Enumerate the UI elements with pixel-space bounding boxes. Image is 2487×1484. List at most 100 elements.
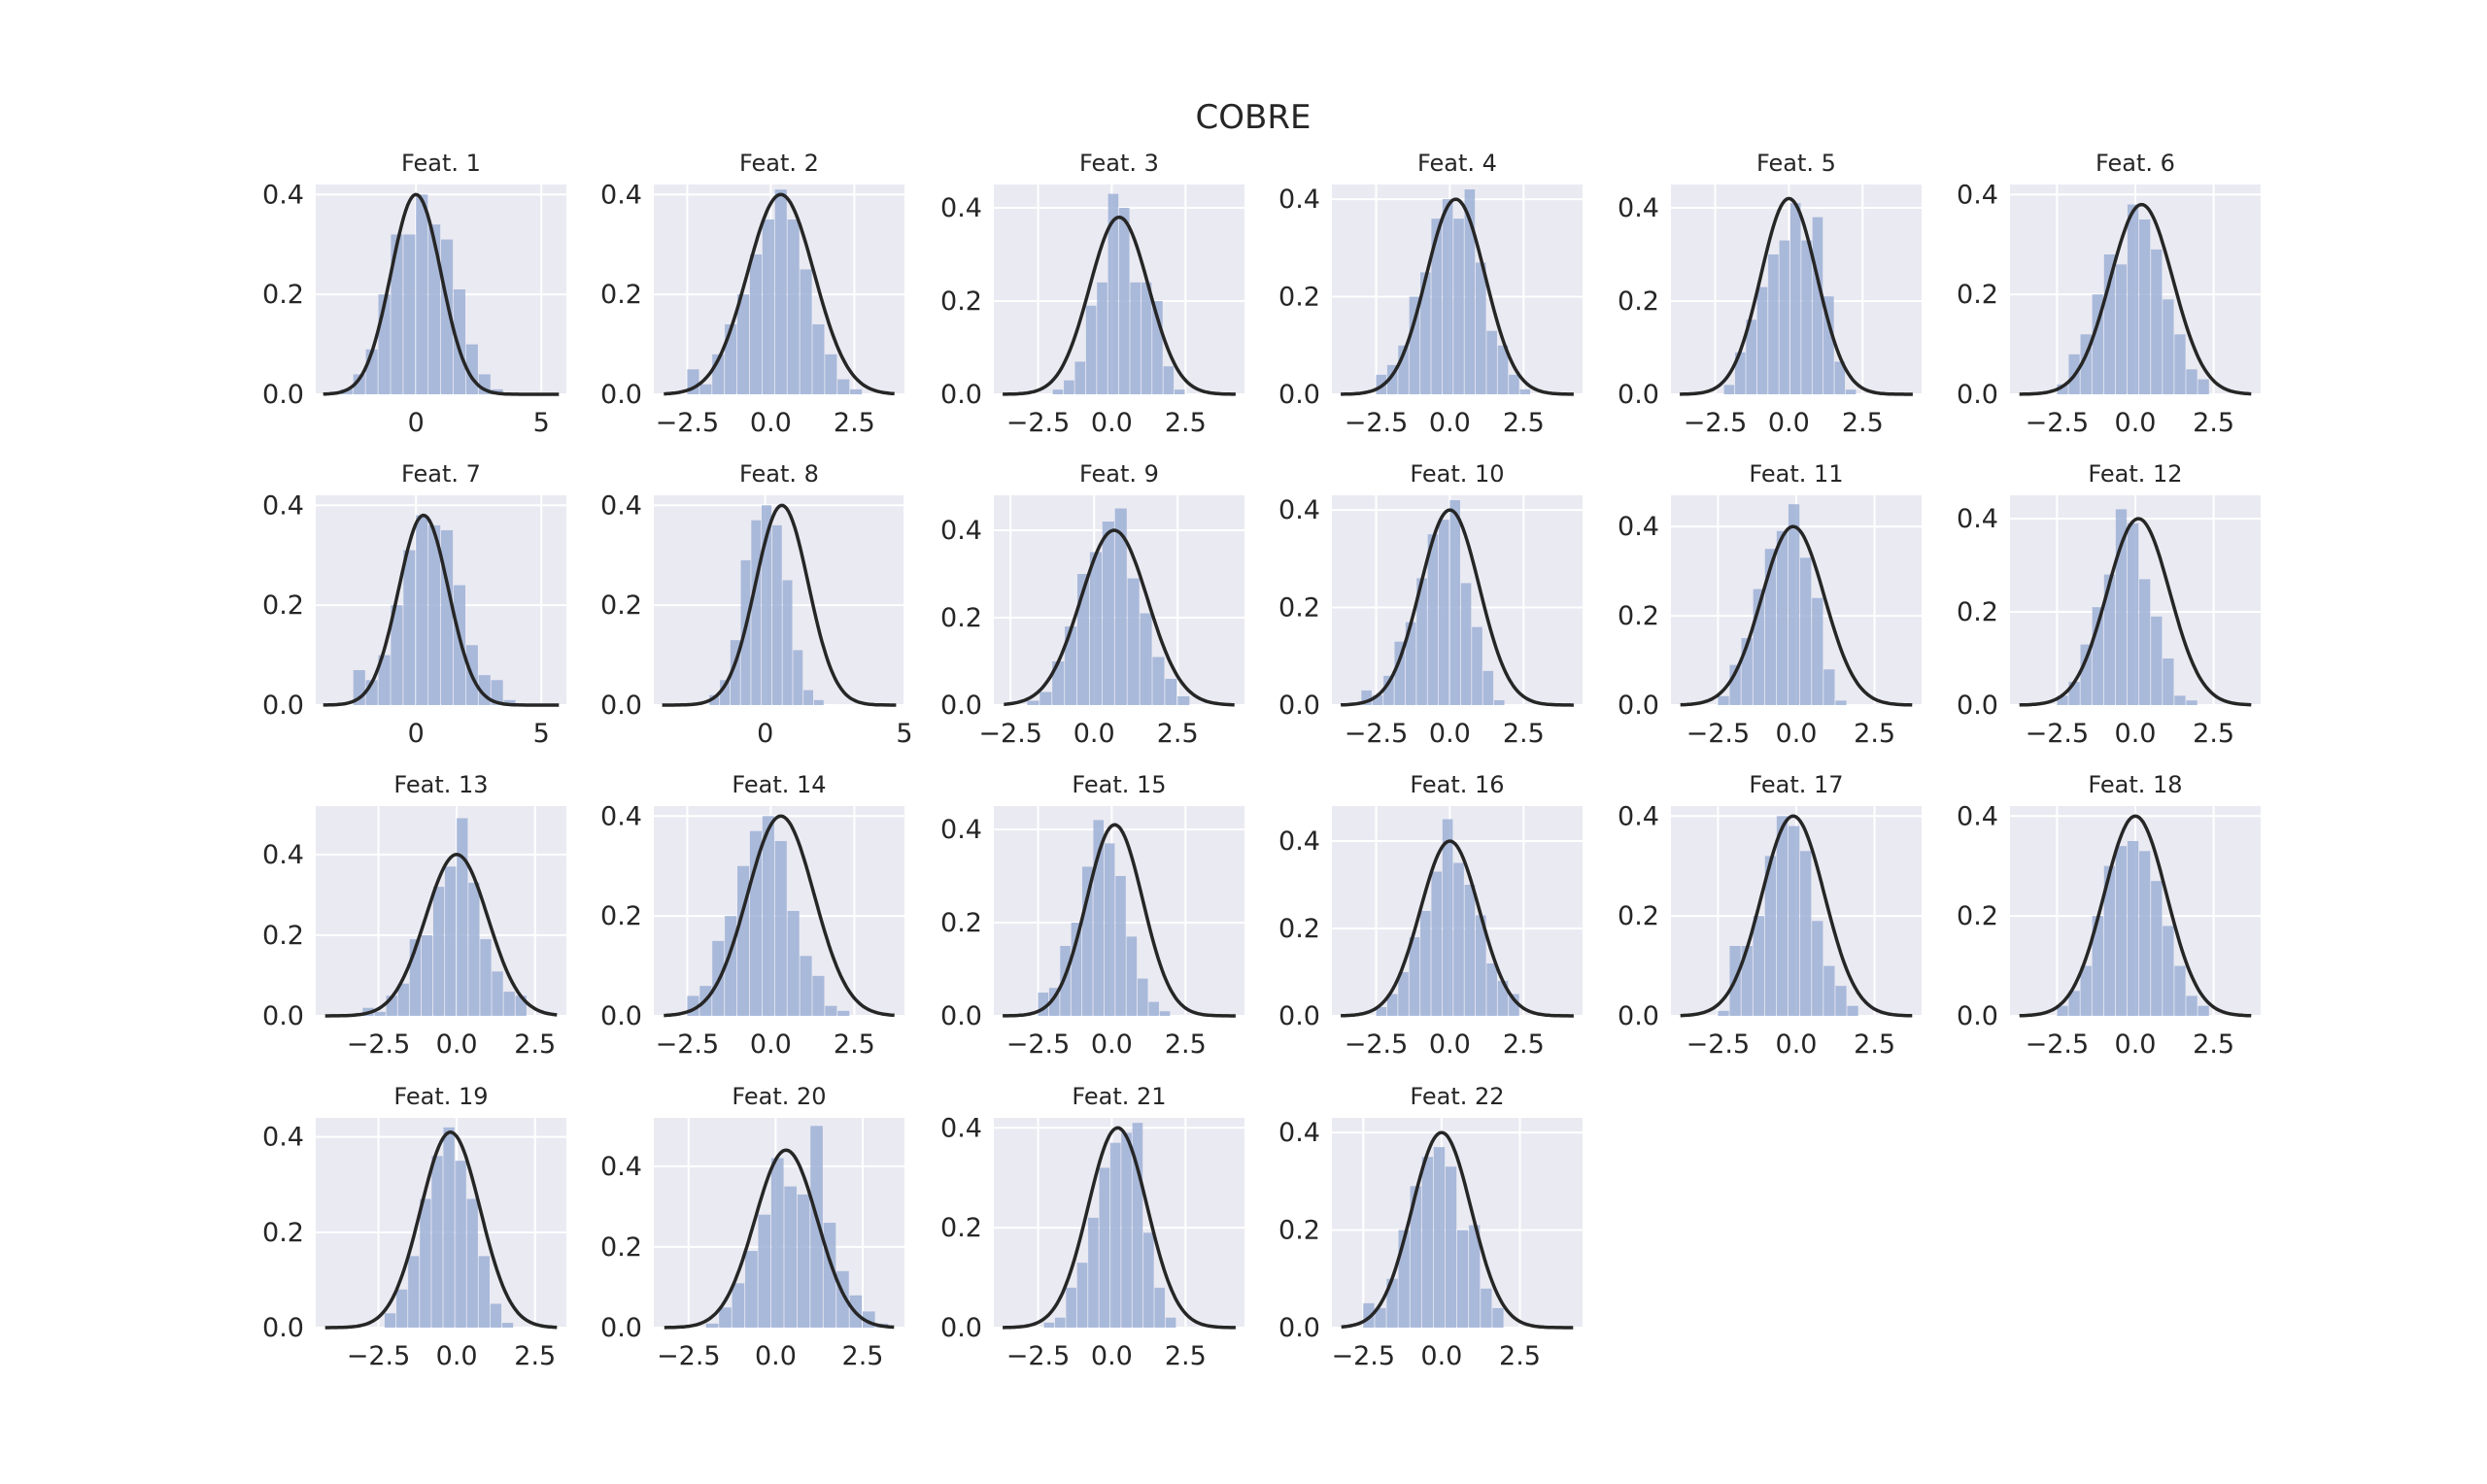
histogram-bar — [1845, 389, 1857, 394]
histogram-bar — [1509, 994, 1519, 1016]
subplot-13: Feat. 13 −2.5 0.0 2.5 0.0 0.2 0.4 — [262, 771, 566, 1060]
subplot-title: Feat. 16 — [1410, 771, 1504, 798]
histogram-bar — [457, 818, 468, 1016]
subplot-title: Feat. 9 — [1079, 460, 1159, 488]
histogram-bar — [850, 388, 863, 394]
histogram-bar — [762, 505, 772, 705]
histogram-bar — [782, 580, 793, 705]
x-tick-label: −2.5 — [1345, 719, 1409, 749]
subplot-title: Feat. 22 — [1410, 1083, 1504, 1110]
histogram-bar — [1130, 282, 1141, 394]
x-tick-label: 2.5 — [1165, 408, 1207, 438]
histogram-bar — [428, 224, 441, 394]
x-tick-label: 0.0 — [1429, 719, 1471, 749]
y-tick-label: 0.0 — [1957, 691, 1998, 721]
y-tick-label: 0.2 — [600, 1232, 642, 1263]
histogram-bar — [2080, 644, 2092, 705]
subplot-15: Feat. 15 −2.5 0.0 2.5 0.0 0.2 0.4 — [940, 771, 1244, 1060]
x-tick-label: −2.5 — [1345, 408, 1409, 438]
histogram-bar — [1372, 694, 1383, 705]
histogram-bar — [1066, 1287, 1076, 1328]
x-tick-label: −2.5 — [2026, 408, 2090, 438]
x-tick-label: 0.0 — [1429, 1029, 1471, 1060]
y-tick-label: 0.4 — [262, 840, 304, 870]
histogram-bar — [1834, 361, 1846, 394]
histogram-bar — [837, 1010, 850, 1016]
histogram-bar — [453, 289, 465, 394]
histogram-bar — [1152, 657, 1165, 705]
x-tick-label: 5 — [533, 719, 550, 749]
density-curve — [1680, 524, 1913, 707]
x-tick-label: 2.5 — [1842, 408, 1884, 438]
histogram-bar — [2127, 523, 2139, 705]
x-tick-label: −2.5 — [347, 1341, 411, 1371]
histogram-bar — [391, 605, 403, 705]
histogram-bar — [1475, 915, 1486, 1016]
y-tick-label: 0.4 — [262, 490, 304, 521]
y-tick-label: 0.4 — [1278, 1118, 1320, 1148]
x-tick-label: 0 — [408, 408, 425, 438]
y-tick-label: 0.0 — [1618, 691, 1659, 721]
histogram-bar — [408, 1256, 420, 1328]
histogram-bar — [787, 219, 800, 394]
density-curve — [1341, 508, 1574, 707]
y-tick-label: 0.4 — [1618, 193, 1659, 223]
histogram-bar — [2174, 695, 2186, 705]
histogram-bar — [1085, 305, 1097, 394]
histogram-bar — [1493, 699, 1505, 705]
histogram-bar — [441, 239, 454, 394]
histogram-bar — [1823, 965, 1835, 1016]
y-tick-label: 0.4 — [600, 490, 642, 521]
histogram-bar — [1165, 1317, 1176, 1328]
y-tick-label: 0.4 — [1618, 801, 1659, 831]
subplot-title: Feat. 6 — [2095, 150, 2175, 177]
histogram-bar — [2163, 658, 2174, 705]
histogram-bar — [1812, 921, 1823, 1016]
histogram-bar — [1060, 946, 1071, 1016]
density-curve — [1341, 1130, 1574, 1330]
histogram-bar — [1420, 911, 1431, 1016]
x-tick-label: 2.5 — [1499, 1341, 1541, 1371]
histogram-bar — [468, 882, 480, 1016]
histogram-bar — [762, 816, 774, 1016]
density-curve — [664, 1148, 895, 1330]
y-tick-label: 0.2 — [1278, 1216, 1320, 1246]
y-tick-label: 0.4 — [1278, 185, 1320, 215]
histogram-bar — [1812, 597, 1823, 705]
histogram-bar — [428, 524, 441, 705]
histogram-bar — [1077, 574, 1090, 705]
y-tick-label: 0.2 — [1957, 597, 1998, 627]
histogram-bar — [1788, 826, 1800, 1016]
histogram-bar — [391, 234, 403, 394]
histogram-bar — [1065, 626, 1077, 705]
y-tick-label: 0.4 — [1957, 504, 1998, 534]
histogram-bar — [1165, 679, 1177, 705]
histogram-bar — [1398, 972, 1409, 1016]
y-tick-label: 0.2 — [262, 1218, 304, 1248]
y-tick-label: 0.0 — [262, 380, 304, 410]
histogram-bar — [1383, 675, 1394, 705]
histogram-bar — [1375, 1307, 1386, 1328]
histogram-bar — [774, 841, 787, 1016]
x-tick-label: 0.0 — [750, 1029, 792, 1060]
y-tick-label: 0.4 — [940, 193, 982, 223]
histogram-bar — [443, 1127, 455, 1328]
x-tick-label: −2.5 — [1686, 1029, 1751, 1060]
histogram-bar — [2103, 254, 2116, 394]
y-tick-label: 0.2 — [1957, 280, 1998, 310]
histogram-bar — [2127, 841, 2139, 1016]
histogram-bar — [1074, 361, 1086, 394]
y-tick-label: 0.2 — [1278, 914, 1320, 944]
histogram-bar — [1776, 816, 1789, 1016]
subplot-8: Feat. 8 0 5 0.0 0.2 0.4 — [600, 460, 913, 749]
histogram-bar — [1054, 1317, 1066, 1328]
histogram-bar — [480, 939, 492, 1016]
y-tick-label: 0.2 — [262, 280, 304, 310]
histogram-bar — [1475, 262, 1486, 394]
histogram-bar — [2197, 1005, 2209, 1016]
x-tick-label: 2.5 — [1165, 1341, 1207, 1371]
x-tick-label: 2.5 — [1854, 1029, 1895, 1060]
x-tick-label: 2.5 — [1165, 1029, 1207, 1060]
histogram-bar — [770, 1158, 784, 1328]
histogram-bar — [431, 1156, 443, 1328]
